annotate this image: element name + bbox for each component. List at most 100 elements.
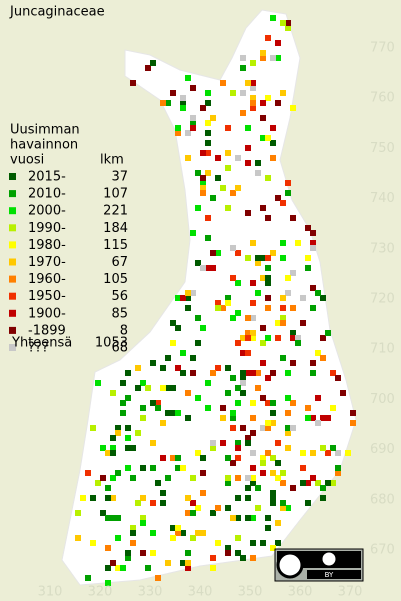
grid-square: [205, 120, 211, 126]
grid-square: [255, 290, 261, 296]
grid-square: [160, 455, 166, 461]
grid-square: [230, 275, 236, 281]
grid-square: [280, 295, 286, 301]
legend-count: 105: [103, 272, 128, 287]
legend-label: ???: [28, 341, 49, 356]
grid-square: [250, 60, 256, 66]
grid-square: [220, 80, 226, 86]
grid-square: [235, 440, 241, 446]
grid-square: [260, 55, 266, 61]
finland-outline: [61, 9, 357, 586]
grid-square: [235, 250, 241, 256]
grid-square: [190, 290, 196, 296]
grid-square: [265, 135, 271, 141]
grid-square: [295, 335, 301, 341]
grid-square: [150, 550, 156, 556]
grid-square: [145, 565, 151, 571]
grid-square: [105, 485, 111, 491]
grid-square: [275, 100, 281, 106]
grid-square: [225, 390, 231, 396]
grid-square: [175, 455, 181, 461]
grid-square: [180, 465, 186, 471]
grid-square: [280, 20, 286, 26]
grid-square: [200, 470, 206, 476]
grid-square: [290, 425, 296, 431]
grid-square: [120, 380, 126, 386]
grid-square: [160, 385, 166, 391]
grid-square: [245, 160, 251, 166]
grid-square: [225, 475, 231, 481]
grid-square: [225, 300, 231, 306]
grid-square: [270, 15, 276, 21]
grid-square: [240, 555, 246, 561]
grid-square: [195, 205, 201, 211]
grid-square: [245, 495, 251, 501]
grid-square: [260, 540, 266, 546]
grid-square: [175, 530, 181, 536]
grid-square: [255, 255, 261, 261]
grid-square: [140, 415, 146, 421]
grid-square: [260, 470, 266, 476]
grid-square: [250, 370, 256, 376]
grid-square: [195, 530, 201, 536]
grid-square: [185, 305, 191, 311]
grid-square: [315, 395, 321, 401]
grid-square: [160, 500, 166, 506]
grid-square: [250, 475, 256, 481]
grid-square: [265, 255, 271, 261]
grid-square: [205, 90, 211, 96]
grid-square: [210, 555, 216, 561]
grid-square: [275, 460, 281, 466]
grid-square: [235, 310, 241, 316]
x-label: 350: [238, 585, 263, 600]
grid-square: [300, 465, 306, 471]
grid-square: [205, 150, 211, 156]
grid-square: [305, 415, 311, 421]
grid-square: [170, 525, 176, 531]
grid-square: [310, 230, 316, 236]
legend-label: 1900-: [28, 306, 66, 321]
grid-square: [105, 565, 111, 571]
grid-square: [115, 430, 121, 436]
grid-square: [135, 430, 141, 436]
grid-square: [145, 65, 151, 71]
grid-square: [185, 295, 191, 301]
grid-square: [165, 560, 171, 566]
grid-square: [250, 480, 256, 486]
grid-square: [225, 125, 231, 131]
grid-square: [255, 370, 261, 376]
grid-square: [290, 485, 296, 491]
grid-square: [230, 90, 236, 96]
grid-square: [285, 20, 291, 26]
grid-square: [205, 100, 211, 106]
y-label: 760: [370, 91, 395, 106]
grid-square: [230, 315, 236, 321]
grid-square: [250, 450, 256, 456]
grid-square: [280, 355, 286, 361]
grid-square: [190, 370, 196, 376]
legend-count: 221: [103, 204, 128, 219]
grid-square: [180, 295, 186, 301]
grid-square: [250, 330, 256, 336]
x-label: 310: [38, 585, 63, 600]
grid-square: [215, 250, 221, 256]
grid-square: [310, 415, 316, 421]
grid-square: [285, 290, 291, 296]
grid-square: [315, 350, 321, 356]
grid-square: [230, 190, 236, 196]
grid-square: [225, 205, 231, 211]
grid-square: [280, 305, 286, 311]
grid-square: [195, 170, 201, 176]
grid-square: [155, 480, 161, 486]
grid-square: [250, 465, 256, 471]
grid-square: [260, 395, 266, 401]
grid-square: [265, 425, 271, 431]
grid-square: [205, 380, 211, 386]
grid-square: [245, 315, 251, 321]
legend-count: 115: [103, 238, 128, 253]
grid-square: [205, 130, 211, 136]
grid-square: [270, 140, 276, 146]
grid-square: [300, 480, 306, 486]
grid-square: [275, 55, 281, 61]
grid-square: [110, 475, 116, 481]
